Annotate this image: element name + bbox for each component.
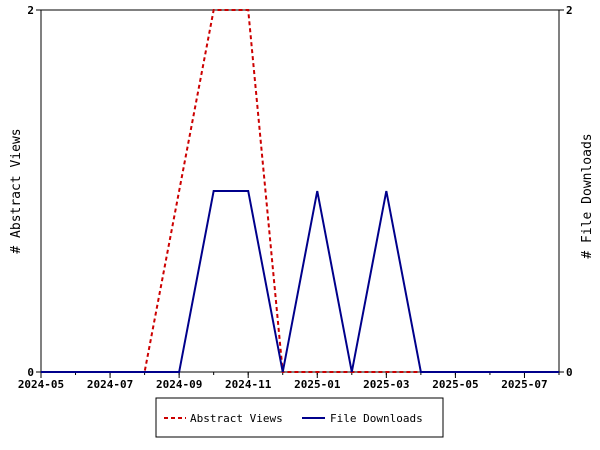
x-tick-label: 2025-05 bbox=[432, 378, 478, 391]
legend-label-abstract-views: Abstract Views bbox=[190, 412, 283, 425]
legend-box bbox=[155, 397, 444, 438]
x-tick-label: 2025-07 bbox=[501, 378, 547, 391]
x-tick-label: 2024-05 bbox=[18, 378, 64, 391]
x-tick-label: 2024-11 bbox=[225, 378, 272, 391]
y-left-tick-label: 2 bbox=[27, 4, 34, 17]
x-tick-label: 2024-07 bbox=[87, 378, 133, 391]
y-right-tick-label: 0 bbox=[566, 366, 573, 379]
x-tick-label: 2024-09 bbox=[156, 378, 202, 391]
y-axis-label-right: # File Downloads bbox=[580, 133, 595, 258]
y-axis-label-left: # Abstract Views bbox=[9, 128, 24, 253]
ticks: 2024-05 2024-07 2024-09 2024-11 2025-01 2025-… bbox=[18, 4, 573, 391]
x-tick-label: 2025-01 bbox=[294, 378, 341, 391]
legend: Abstract Views File Downloads bbox=[155, 397, 444, 438]
y-left-tick-label: 0 bbox=[27, 366, 34, 379]
series-layer bbox=[40, 9, 560, 373]
x-tick-label: 2025-03 bbox=[363, 378, 409, 391]
y-right-tick-label: 2 bbox=[566, 4, 573, 17]
series-line-file-downloads bbox=[41, 190, 559, 373]
legend-label-file-downloads: File Downloads bbox=[330, 412, 423, 425]
plot-area bbox=[40, 9, 560, 373]
